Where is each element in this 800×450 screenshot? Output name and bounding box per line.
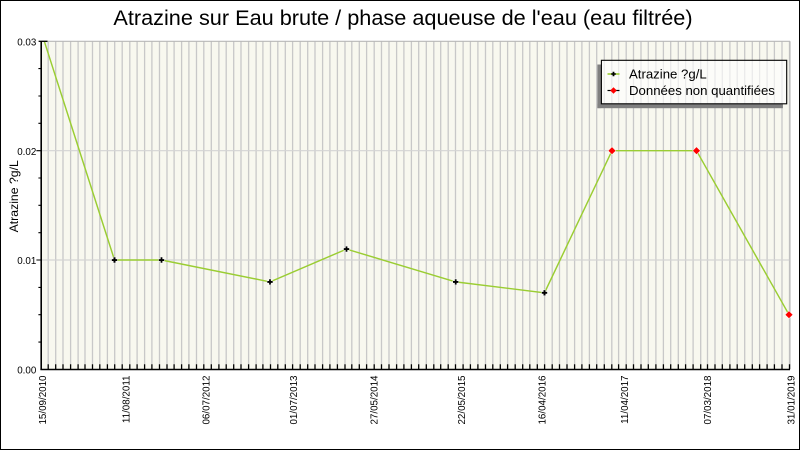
svg-text:11/04/2017: 11/04/2017 — [620, 376, 631, 424]
svg-text:0.02: 0.02 — [17, 147, 36, 158]
svg-text:Données non quantifiées: Données non quantifiées — [629, 83, 775, 98]
svg-text:0.00: 0.00 — [17, 366, 37, 377]
svg-text:31/01/2019: 31/01/2019 — [787, 376, 798, 425]
svg-text:01/07/2013: 01/07/2013 — [289, 375, 300, 425]
svg-text:0.01: 0.01 — [17, 256, 36, 267]
svg-text:07/03/2018: 07/03/2018 — [703, 375, 714, 425]
svg-text:16/04/2016: 16/04/2016 — [538, 375, 549, 425]
svg-text:Atrazine sur Eau brute / phase: Atrazine sur Eau brute / phase aqueuse d… — [113, 5, 692, 30]
svg-text:22/05/2015: 22/05/2015 — [457, 375, 468, 425]
svg-text:Atrazine ?g/L: Atrazine ?g/L — [7, 160, 21, 232]
svg-text:15/09/2010: 15/09/2010 — [38, 375, 49, 425]
svg-text:11/08/2011: 11/08/2011 — [121, 376, 132, 424]
svg-text:0.03: 0.03 — [17, 38, 37, 49]
svg-text:Atrazine ?g/L: Atrazine ?g/L — [629, 67, 707, 82]
svg-text:27/05/2014: 27/05/2014 — [370, 375, 381, 425]
svg-text:06/07/2012: 06/07/2012 — [202, 376, 213, 425]
